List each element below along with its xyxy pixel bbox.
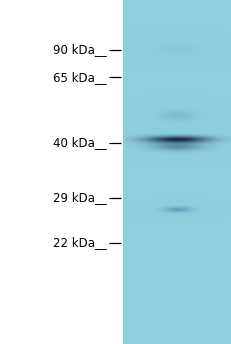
Bar	[0, 0, 123, 344]
Text: 40 kDa__: 40 kDa__	[53, 136, 107, 149]
Text: 90 kDa__: 90 kDa__	[53, 43, 107, 56]
Text: 65 kDa__: 65 kDa__	[53, 71, 107, 84]
Text: 22 kDa__: 22 kDa__	[53, 236, 107, 249]
Text: 29 kDa__: 29 kDa__	[53, 191, 107, 204]
